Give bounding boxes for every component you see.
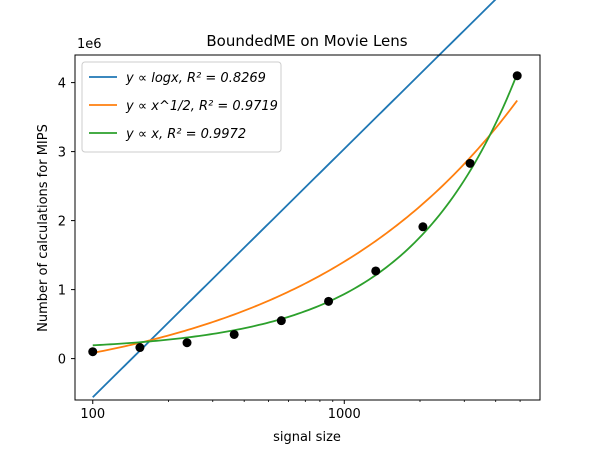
data-point: [418, 222, 428, 232]
x-tick-label: 1000: [328, 407, 361, 422]
legend: y ∝ logx, R² = 0.8269 y ∝ x^1/2, R² = 0.9…: [81, 61, 282, 153]
data-point: [465, 158, 475, 168]
y-offset-label: 1e6: [77, 37, 102, 52]
legend-label-0: y ∝ logx, R² = 0.8269: [125, 71, 266, 86]
data-point: [371, 266, 381, 276]
y-tick-label: 4: [58, 77, 66, 92]
plot-frame: [74, 54, 541, 401]
data-point: [88, 347, 98, 357]
series-line-0: [92, 0, 497, 398]
data-point: [276, 316, 286, 326]
data-point: [324, 296, 334, 306]
y-tick-label: 0: [58, 353, 66, 368]
legend-label-2: y ∝ x, R² = 0.9972: [125, 127, 246, 142]
legend-box: [81, 61, 282, 153]
y-tick-label: 1: [58, 284, 66, 299]
x-tick-label: 100: [80, 407, 105, 422]
data-point: [135, 343, 145, 353]
data-point: [182, 338, 192, 348]
y-tick-label: 2: [58, 215, 66, 230]
fit-lines: [92, 0, 519, 398]
chart-title: BoundedME on Movie Lens: [206, 32, 407, 50]
legend-label-1: y ∝ x^1/2, R² = 0.9719: [125, 99, 278, 114]
series-line-1: [92, 99, 518, 354]
y-tick-label: 3: [58, 146, 66, 161]
data-points: [88, 71, 522, 357]
data-point: [229, 329, 239, 339]
x-axis-label: signal size: [273, 430, 341, 445]
series-line-2: [92, 73, 519, 347]
data-point: [512, 71, 522, 81]
y-axis-label: Number of calculations for MIPS: [36, 124, 51, 332]
